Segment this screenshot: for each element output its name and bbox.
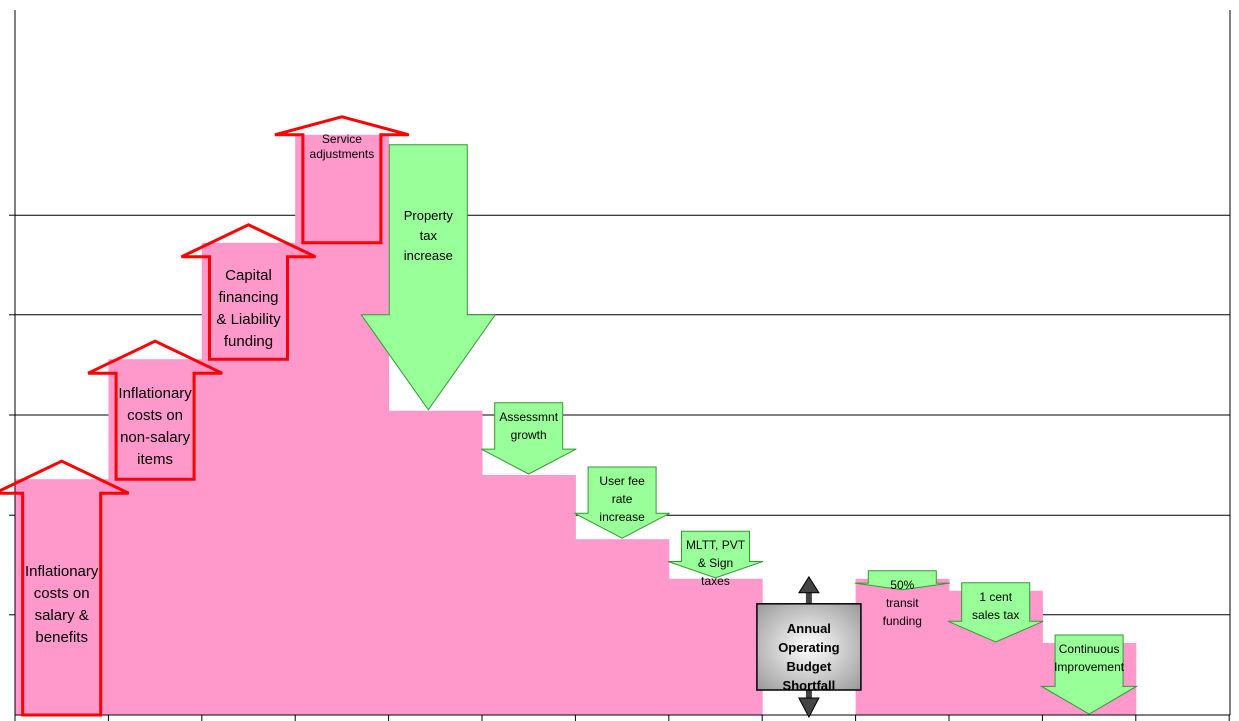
bar-2 <box>201 242 296 716</box>
step-8-top-shaft <box>805 590 812 604</box>
step-9-arrow <box>854 570 950 591</box>
step-8-bottom-shaft <box>805 690 812 700</box>
step-0-line-0: Inflationary <box>25 563 99 580</box>
bar-5 <box>482 475 576 715</box>
step-11-line-1: Improvement <box>1054 660 1125 674</box>
bar-4 <box>388 410 483 715</box>
step-8-line-0: Annual <box>787 621 831 636</box>
bar-1 <box>108 359 203 715</box>
step-8-bottom-head <box>798 697 820 719</box>
step-4-arrow <box>360 144 497 411</box>
step-5-arrow <box>480 402 577 475</box>
step-9-line-1: transit <box>886 596 919 610</box>
bar-9 <box>855 578 950 715</box>
step-2-line-2: & Liability <box>216 311 281 328</box>
step-1-line-3: items <box>137 451 173 468</box>
step-10-arrow <box>948 582 1044 643</box>
step-1-arrow <box>87 339 223 481</box>
step-7-arrow <box>667 530 764 579</box>
step-10-line-0: 1 cent <box>979 590 1012 604</box>
step-2-arrow <box>180 223 317 361</box>
step-8-line-3: Shortfall <box>783 678 836 693</box>
step-11-line-0: Continuous <box>1059 642 1120 656</box>
step-11-arrow <box>1039 634 1139 715</box>
step-7-line-0: MLTT, PVT <box>686 538 746 552</box>
step-3-arrow <box>274 115 410 245</box>
bar-0 <box>15 479 109 715</box>
step-0-line-3: benefits <box>35 629 88 646</box>
step-6-line-1: rate <box>612 492 633 506</box>
bar-7 <box>668 578 763 715</box>
step-2-line-1: financing <box>218 289 278 306</box>
step-8-box <box>756 603 862 691</box>
bar-6 <box>575 539 670 715</box>
step-0-line-2: salary & <box>35 607 89 624</box>
step-5-line-0: Assessmnt <box>499 410 558 424</box>
step-2-line-0: Capital <box>225 267 272 284</box>
step-7-line-2: taxes <box>701 574 730 588</box>
step-3-line-0: Service <box>322 132 362 146</box>
step-2-line-3: funding <box>224 333 273 350</box>
step-8-top-head <box>797 575 820 594</box>
step-8-line-1: Operating <box>778 640 839 655</box>
step-9-line-0: 50% <box>890 578 914 592</box>
step-1-line-2: non-salary <box>120 429 191 446</box>
step-1-line-1: costs on <box>127 407 183 424</box>
step-10-line-1: sales tax <box>972 608 1019 622</box>
step-6-line-2: increase <box>599 510 645 524</box>
step-6-line-0: User fee <box>599 474 645 488</box>
step-1-line-0: Inflationary <box>118 385 192 402</box>
step-0-line-1: costs on <box>34 585 90 602</box>
step-7-line-1: & Sign <box>698 556 733 570</box>
step-0-arrow <box>0 459 130 717</box>
bar-3 <box>295 134 390 716</box>
step-3-line-1: adjustments <box>310 147 375 161</box>
step-4-line-0: Property <box>404 208 454 223</box>
step-4-line-1: tax <box>420 228 438 243</box>
step-4-line-2: increase <box>404 248 453 263</box>
step-9-line-2: funding <box>883 614 922 628</box>
step-5-line-1: growth <box>511 428 547 442</box>
step-6-arrow <box>574 466 670 539</box>
step-8-line-2: Budget <box>787 659 832 674</box>
